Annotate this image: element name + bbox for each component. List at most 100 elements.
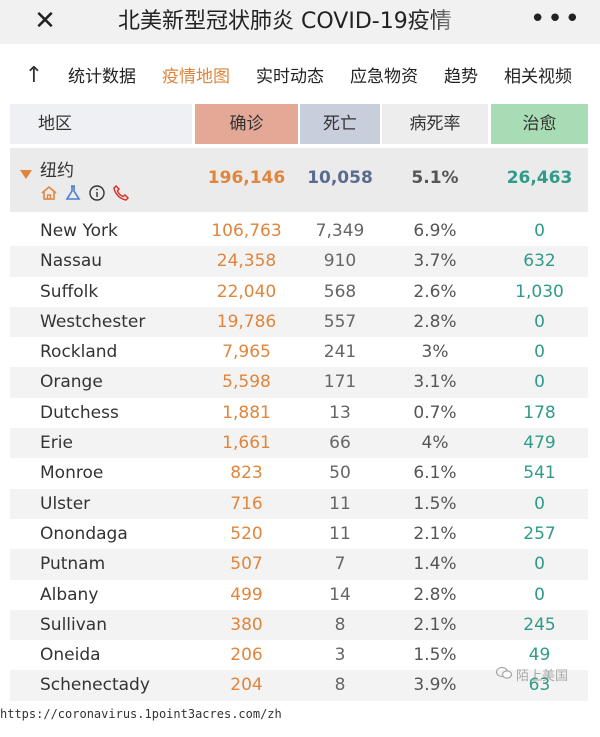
table-row[interactable]: Putnam 507 7 1.4% 0 [10,549,588,580]
cell-recovered: 178 [523,402,556,423]
cell-deaths: 910 [323,251,357,272]
cell-confirmed: 24,358 [216,251,277,272]
cell-recovered: 0 [534,584,545,605]
home-icon[interactable] [40,184,58,202]
header-fatality-rate[interactable]: 病死率 [382,104,488,144]
header-confirmed[interactable]: 确诊 [195,104,298,144]
table-row[interactable]: Erie 1,661 66 4% 479 [10,428,588,459]
cell-deaths: 13 [329,402,351,423]
cell-confirmed: 19,786 [216,311,277,332]
state-deaths: 10,058 [307,168,373,188]
table-row[interactable]: Rockland 7,965 241 3% 0 [10,337,588,367]
header-recovered[interactable]: 治愈 [491,104,588,144]
cell-confirmed: 5,598 [222,372,271,393]
cell-region: Schenectady [40,675,150,696]
cell-fatality-rate: 3.7% [413,251,457,272]
cell-recovered: 0 [534,311,545,332]
tab-live-updates[interactable]: 实时动态 [256,67,324,87]
table-row[interactable]: Monroe 823 50 6.1% 541 [10,458,588,488]
cell-fatality-rate: 1.5% [413,493,457,514]
cell-deaths: 557 [323,311,357,332]
state-confirmed: 196,146 [207,168,286,188]
cell-recovered: 479 [523,433,556,454]
cell-recovered: 63 [528,675,551,696]
cell-recovered: 0 [534,493,545,514]
cell-recovered: 257 [523,523,556,544]
cell-region: Monroe [40,463,104,484]
cell-recovered: 632 [523,251,556,272]
cell-deaths: 7 [334,554,346,575]
table-row[interactable]: Albany 499 14 2.8% 0 [10,580,588,610]
cell-fatality-rate: 1.5% [413,645,457,666]
cell-fatality-rate: 2.8% [413,311,457,332]
flask-icon[interactable] [64,184,82,202]
table-row[interactable]: Suffolk 22,040 568 2.6% 1,030 [10,277,588,307]
cell-fatality-rate: 3.9% [413,675,457,696]
tab-statistics[interactable]: 统计数据 [68,67,136,87]
cell-recovered: 0 [534,372,545,393]
header-deaths[interactable]: 死亡 [300,104,380,144]
phone-icon[interactable] [112,184,130,202]
cell-fatality-rate: 2.1% [413,614,457,635]
info-icon[interactable] [88,184,106,202]
tab-epidemic-map[interactable]: 疫情地图 [162,67,230,87]
table-row[interactable]: Ulster 716 11 1.5% 0 [10,488,588,519]
tab-bar: ↑ 统计数据 疫情地图 实时动态 应急物资 趋势 相关视频 [0,54,600,98]
cell-fatality-rate: 3.1% [413,372,457,393]
table-row[interactable]: Westchester 19,786 557 2.8% 0 [10,306,588,338]
cell-confirmed: 520 [230,523,263,544]
state-row[interactable]: 纽约 196,146 10,058 5.1% 26,463 [10,148,588,212]
cell-deaths: 11 [329,493,351,514]
cell-recovered: 0 [534,221,545,241]
cell-region: Westchester [40,311,146,332]
page-title: 北美新型冠状肺炎 COVID-19疫情 [118,9,452,34]
close-icon[interactable]: ✕ [34,6,56,36]
table-row[interactable]: Dutchess 1,881 13 0.7% 178 [10,398,588,428]
cell-confirmed: 106,763 [211,221,282,241]
collapse-arrow-icon[interactable] [20,170,32,179]
state-name: 纽约 [40,161,74,181]
cell-fatality-rate: 6.9% [413,221,457,241]
table-row[interactable]: Orange 5,598 171 3.1% 0 [10,367,588,398]
table-row[interactable]: New York 106,763 7,349 6.9% 0 [10,216,588,246]
cell-fatality-rate: 6.1% [413,463,457,484]
cell-deaths: 8 [334,675,346,696]
cell-fatality-rate: 3% [421,342,449,363]
title-bar: ✕ 北美新型冠状肺炎 COVID-19疫情 ••• [0,0,600,44]
county-rows: New York 106,763 7,349 6.9% 0 Nassau 24,… [10,216,588,701]
header-region[interactable]: 地区 [10,104,192,144]
cell-recovered: 541 [523,463,556,484]
up-arrow-icon[interactable]: ↑ [24,63,44,88]
cell-region: Nassau [40,251,103,272]
cell-confirmed: 716 [230,493,263,514]
cell-fatality-rate: 2.6% [413,281,457,302]
cell-deaths: 66 [329,433,351,454]
cell-recovered: 0 [534,342,545,363]
tab-videos[interactable]: 相关视频 [504,67,572,87]
cell-deaths: 241 [323,342,357,363]
cell-region: Oneida [40,645,101,666]
table-row[interactable]: Oneida 206 3 1.5% 49 [10,640,588,670]
cell-deaths: 11 [329,523,351,544]
more-icon[interactable]: ••• [530,4,583,34]
cell-fatality-rate: 4% [421,433,449,454]
table-row[interactable]: Sullivan 380 8 2.1% 245 [10,609,588,641]
state-recovered: 26,463 [506,168,573,188]
cell-deaths: 50 [329,463,351,484]
cell-confirmed: 204 [230,675,263,696]
cell-deaths: 568 [323,281,357,302]
cell-region: Dutchess [40,402,119,423]
cell-region: Albany [40,584,99,605]
table-header: 地区 确诊 死亡 病死率 治愈 [10,104,588,144]
cell-fatality-rate: 1.4% [413,554,457,575]
table-row[interactable]: Schenectady 204 8 3.9% 63 [10,670,588,701]
tab-trends[interactable]: 趋势 [444,67,478,87]
table-row[interactable]: Nassau 24,358 910 3.7% 632 [10,246,588,277]
cell-region: Erie [40,433,73,454]
cell-deaths: 14 [329,584,351,605]
cell-region: New York [40,221,118,241]
tab-supplies[interactable]: 应急物资 [350,67,418,87]
cell-confirmed: 22,040 [216,281,277,302]
table-row[interactable]: Onondaga 520 11 2.1% 257 [10,519,588,549]
cell-confirmed: 7,965 [222,342,271,363]
